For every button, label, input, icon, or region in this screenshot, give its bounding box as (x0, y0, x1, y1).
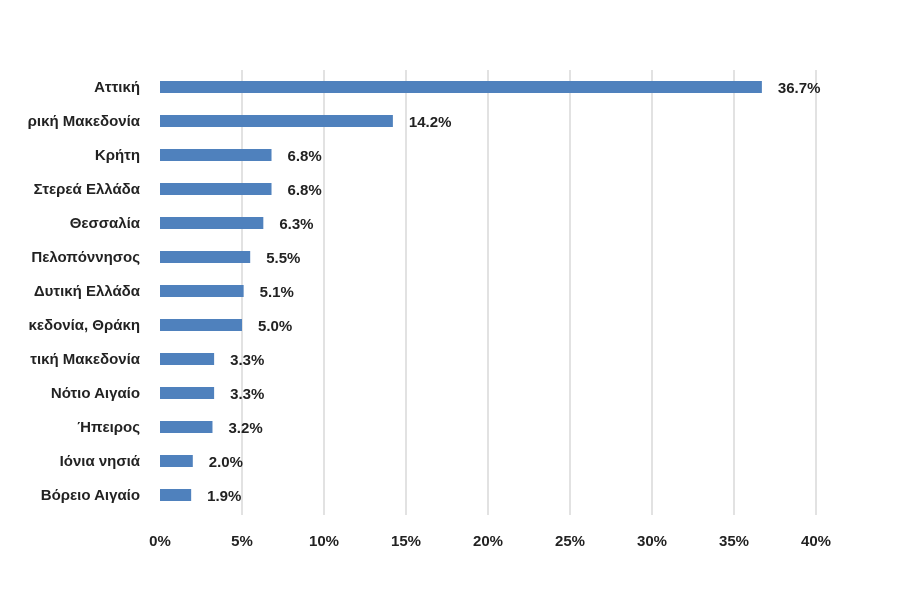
category-label: Ήπειρος (77, 419, 140, 436)
value-label: 36.7% (778, 80, 821, 97)
category-label: ρική Μακεδονία (28, 113, 141, 130)
category-label: κεδονία, Θράκη (28, 317, 140, 334)
grid-lines (241, 70, 817, 515)
value-label: 6.8% (288, 182, 322, 199)
category-label: Δυτική Ελλάδα (34, 283, 141, 300)
bar (160, 149, 272, 161)
x-axis-tick-labels: 0% 5% 10% 15% 20% 25% 30% 35% 40% (149, 533, 831, 550)
bars (160, 81, 762, 501)
value-label: 14.2% (409, 114, 452, 131)
category-label: Βόρειο Αιγαίο (41, 487, 140, 504)
bar (160, 217, 264, 229)
category-label: Αττική (94, 79, 140, 96)
bar (160, 319, 242, 331)
category-labels: Αττική ρική Μακεδονία Κρήτη Στερεά Ελλάδα Θε… (28, 79, 141, 504)
bar (160, 421, 213, 433)
value-label: 1.9% (207, 488, 241, 505)
category-label: Κρήτη (95, 147, 140, 164)
x-tick-label: 10% (309, 533, 339, 550)
bar (160, 115, 393, 127)
value-label: 5.1% (260, 284, 294, 301)
value-label: 5.5% (266, 250, 300, 267)
bar (160, 251, 251, 263)
value-label: 6.8% (288, 148, 322, 165)
category-label: Ιόνια νησιά (60, 453, 141, 470)
value-labels: 36.7% 14.2% 6.8% 6.8% 6.3% 5.5% 5.1% 5.0% 3.3% 3.… (207, 80, 820, 505)
bar (160, 387, 215, 399)
value-label: 5.0% (258, 318, 292, 335)
bar (160, 455, 193, 467)
category-label: Στερεά Ελλάδα (34, 181, 141, 198)
x-tick-label: 30% (637, 533, 667, 550)
value-label: 6.3% (279, 216, 313, 233)
bar (160, 353, 215, 365)
bar (160, 489, 192, 501)
category-label: Νότιο Αιγαίο (51, 385, 140, 402)
category-label: τική Μακεδονία (30, 351, 141, 368)
x-tick-label: 5% (231, 533, 253, 550)
x-tick-label: 40% (801, 533, 831, 550)
value-label: 2.0% (209, 454, 243, 471)
category-label: Θεσσαλία (70, 215, 141, 232)
value-label: 3.3% (230, 352, 264, 369)
x-tick-label: 20% (473, 533, 503, 550)
x-tick-label: 15% (391, 533, 421, 550)
bar (160, 285, 244, 297)
category-label: Πελοπόννησος (31, 249, 140, 266)
x-tick-label: 35% (719, 533, 749, 550)
value-label: 3.3% (230, 386, 264, 403)
x-tick-label: 0% (149, 533, 171, 550)
value-label: 3.2% (228, 420, 262, 437)
bar (160, 183, 272, 195)
x-tick-label: 25% (555, 533, 585, 550)
bar (160, 81, 762, 93)
